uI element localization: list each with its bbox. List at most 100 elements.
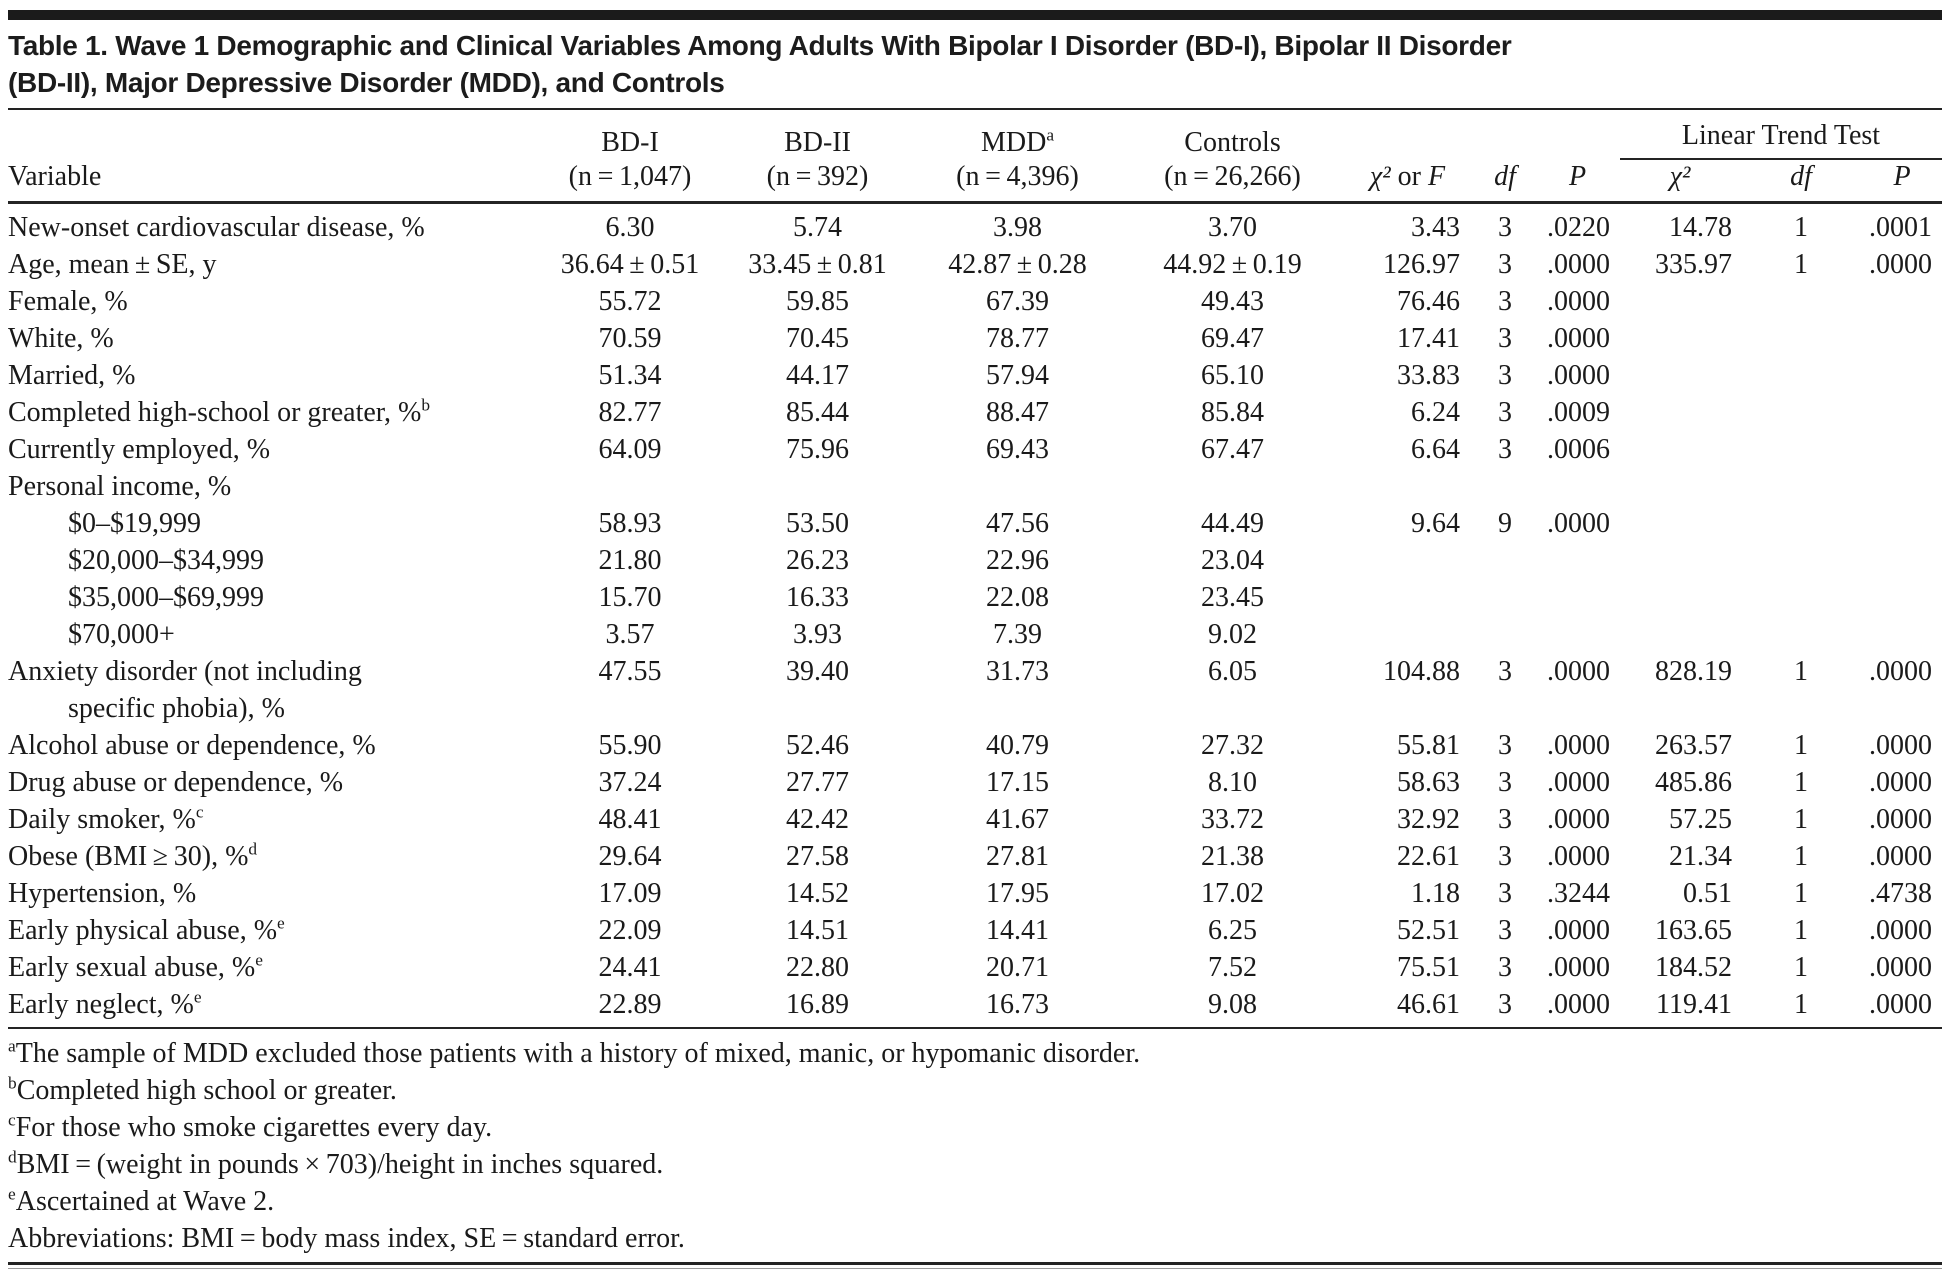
cell-mdd: 67.39: [986, 286, 1049, 317]
row-label: Alcohol abuse or dependence, %: [8, 727, 535, 764]
row-label: Early physical abuse, %e: [8, 912, 535, 949]
footnote-marker: a: [8, 1036, 16, 1056]
cell-df: 3: [1498, 434, 1512, 465]
table-row: Hypertension, % 17.09 14.52 17.95 17.02 1.18 3…: [8, 875, 1942, 912]
table-title: Table 1. Wave 1 Demographic and Clinical…: [8, 27, 1942, 110]
col-header-controls: Controls: [1125, 110, 1340, 160]
row-label: Currently employed, %: [8, 431, 535, 468]
cell-p: .0009: [1547, 397, 1610, 428]
row-footnote-marker: d: [248, 839, 258, 859]
cell-df: 3: [1498, 360, 1512, 391]
table-row: New-onset cardiovascular disease, % 6.30 5…: [8, 203, 1942, 247]
footnote: bCompleted high school or greater.: [8, 1072, 1942, 1109]
cell-bd1: 55.72: [598, 286, 662, 317]
cell-bd2: 3.93: [793, 619, 842, 650]
cell-ltt-df: [1740, 542, 1862, 579]
cell-ltt-p: .4738: [1869, 878, 1932, 909]
table-row: Alcohol abuse or dependence, % 55.90 52.46…: [8, 727, 1942, 764]
cell-controls: 3.70: [1208, 212, 1257, 243]
cell-mdd: 47.56: [986, 508, 1049, 539]
col-header-chi2-or-f: χ² or F: [1340, 160, 1475, 204]
cell-bd2: 26.23: [786, 545, 849, 576]
footnote-text: Completed high school or greater.: [16, 1075, 397, 1106]
row-label-text: Early neglect, %: [8, 989, 194, 1020]
row-label-text: Anxiety disorder (not including: [8, 656, 362, 687]
cell-ltt-chi2: [1620, 468, 1740, 505]
table-row: Early sexual abuse, %e 24.41 22.80 20.71 7.5…: [8, 949, 1942, 986]
cell-chi2-or-f: 58.63: [1397, 767, 1460, 798]
row-label: $0–$19,999: [8, 505, 535, 542]
cell-ltt-df: 1: [1794, 212, 1808, 243]
cell-bd2: 85.44: [786, 397, 849, 428]
cell-chi2-or-f: 9.64: [1411, 508, 1460, 539]
row-label: $70,000+: [8, 616, 535, 653]
cell-df: 3: [1498, 249, 1512, 280]
row-label-text: Early sexual abuse, %: [8, 952, 256, 983]
row-footnote-marker: c: [195, 802, 204, 822]
col-header-bd1: BD-I: [535, 110, 725, 160]
footnote-text: BMI = (weight in pounds × 703)/height in…: [16, 1149, 664, 1180]
cell-ltt-chi2: 0.51: [1683, 878, 1732, 909]
cell-controls: 49.43: [1201, 286, 1264, 317]
cell-ltt-p: .0001: [1869, 212, 1932, 243]
cell-ltt-chi2: 119.41: [1656, 989, 1732, 1020]
cell-ltt-chi2: 57.25: [1669, 804, 1732, 835]
cell-chi2-or-f: 126.97: [1383, 249, 1460, 280]
row-label: Married, %: [8, 357, 535, 394]
cell-bd1: 29.64: [598, 841, 662, 872]
row-label-wrap-line: specific phobia), %: [68, 693, 285, 724]
cell-mdd: 16.73: [986, 989, 1049, 1020]
cell-bd1: 47.55: [598, 656, 662, 687]
row-label: New-onset cardiovascular disease, %: [8, 203, 535, 247]
cell-controls: 65.10: [1201, 360, 1264, 391]
cell-chi2-or-f: 75.51: [1397, 952, 1460, 983]
cell-chi2-or-f: 3.43: [1411, 212, 1460, 243]
cell-bd1: 58.93: [598, 508, 662, 539]
col-header-controls-label: Controls: [1184, 127, 1281, 158]
cell-bd2: [725, 468, 910, 505]
cell-mdd: 42.87 ± 0.28: [948, 249, 1087, 280]
table-row: Completed high-school or greater, %b 82.7…: [8, 394, 1942, 431]
footnote: aThe sample of MDD excluded those patien…: [8, 1035, 1942, 1072]
linear-trend-test-label: Linear Trend Test: [1681, 120, 1881, 151]
linear-trend-test-group-header: Linear Trend Test: [1620, 110, 1942, 160]
cell-controls: 23.45: [1201, 582, 1264, 613]
cell-bd1: 3.57: [605, 619, 655, 650]
cell-bd1: 36.64 ± 0.51: [560, 249, 700, 280]
cell-bd2: 39.40: [786, 656, 849, 687]
cell-bd1: 64.09: [598, 434, 662, 465]
cell-mdd: 22.08: [986, 582, 1049, 613]
cell-ltt-chi2: 263.57: [1655, 730, 1732, 761]
row-label-text: White, %: [8, 323, 114, 354]
cell-df: 9: [1498, 508, 1512, 539]
cell-ltt-p: .0000: [1869, 915, 1932, 946]
cell-bd1: 37.24: [598, 767, 662, 798]
cell-ltt-chi2: [1620, 579, 1740, 616]
cell-ltt-chi2: 21.34: [1669, 841, 1732, 872]
cell-chi2-or-f: [1340, 616, 1475, 653]
cell-bd2: 14.51: [786, 915, 849, 946]
col-header-bd2-n: (n = 392): [725, 160, 910, 204]
cell-p: .0000: [1547, 841, 1610, 872]
row-label: Age, mean ± SE, y: [8, 246, 535, 283]
cell-ltt-p: [1862, 468, 1942, 505]
table-row: Female, % 55.72 59.85 67.39 49.43 76.46 3 .0000: [8, 283, 1942, 320]
cell-df: 3: [1498, 841, 1512, 872]
table-row: Daily smoker, %c 48.41 42.42 41.67 33.72 32.9…: [8, 801, 1942, 838]
row-label-text: Personal income, %: [8, 471, 232, 502]
cell-ltt-p: .0000: [1869, 989, 1932, 1020]
cell-bd2: 75.96: [786, 434, 849, 465]
table-row: $35,000–$69,999 15.70 16.33 22.08 23.45: [8, 579, 1942, 616]
row-footnote-marker: b: [421, 395, 431, 415]
cell-df: [1475, 579, 1535, 616]
cell-controls: 6.05: [1208, 656, 1257, 687]
cell-bd1: 17.09: [598, 878, 662, 909]
row-label: White, %: [8, 320, 535, 357]
footnote: cFor those who smoke cigarettes every da…: [8, 1109, 1942, 1146]
cell-p: .0220: [1547, 212, 1610, 243]
footnote: eAscertained at Wave 2.: [8, 1183, 1942, 1220]
cell-mdd: 27.81: [986, 841, 1049, 872]
col-header-bd2: BD-II: [725, 110, 910, 160]
header-row-groups: BD-I BD-II MDDa Controls Linear Trend Te…: [8, 110, 1942, 160]
header-spacer: [8, 110, 535, 160]
